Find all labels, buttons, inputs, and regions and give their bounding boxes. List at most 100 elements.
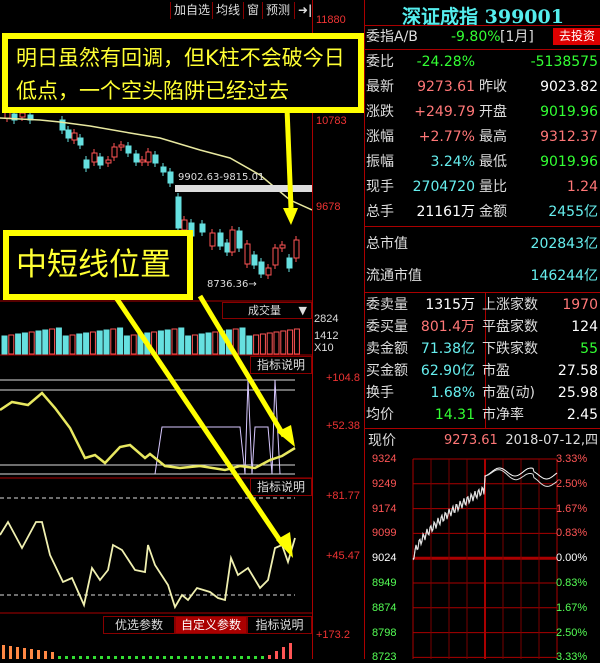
indicator3-bar	[268, 655, 271, 659]
volume-axis-label: 2824	[314, 313, 339, 325]
intraday-price-label: 9099	[372, 527, 397, 540]
chevron-down-icon: ▼	[298, 304, 307, 317]
total-cap-row: 总市值 202843亿	[366, 233, 600, 255]
candle	[125, 142, 132, 157]
volume-bar	[157, 330, 164, 355]
volume-bar	[151, 331, 158, 355]
quote-row: 卖金额 71.38亿 下跌家数 55	[366, 338, 600, 360]
quote-value: 2455亿	[548, 204, 598, 220]
intraday-price-label: 9324	[372, 453, 397, 465]
indicator3-bar	[233, 656, 236, 659]
low-label-wrap: 8736.36→	[207, 279, 257, 290]
candle	[251, 251, 258, 269]
current-price-label: 现价	[368, 433, 396, 449]
price-axis-label: 10783	[316, 115, 347, 127]
indicator1-axis-label: +104.8	[326, 372, 360, 384]
indicator3-bar	[65, 656, 68, 659]
candle	[83, 156, 90, 172]
quote-label: 委卖量	[366, 297, 408, 313]
quote-label: 平盘家数	[482, 319, 538, 335]
volume-bar	[219, 330, 226, 355]
indicator3-bar	[205, 656, 208, 659]
indicator2-help-button[interactable]: 指标说明	[250, 478, 312, 496]
volume-selector[interactable]: 成交量 ▼	[222, 302, 312, 319]
quote-label: 现手	[366, 179, 394, 195]
quote-label: 最新	[366, 79, 394, 95]
indicator3-help-button[interactable]: 指标说明	[247, 616, 312, 634]
volume-bar	[225, 329, 232, 355]
quote-value: 801.4万	[420, 319, 475, 335]
indicator3-axis-label: +173.2	[316, 629, 350, 641]
quote-label: 振幅	[366, 154, 394, 170]
quote-value: 2.45	[566, 407, 598, 423]
quote-label: 上涨家数	[482, 297, 538, 313]
quote-row: 振幅 3.24% 最低 9019.96	[366, 151, 600, 173]
indicator1-help-button[interactable]: 指标说明	[250, 356, 312, 374]
quote-label: 下跌家数	[482, 341, 538, 357]
candle	[209, 229, 216, 250]
custom-params-button[interactable]: 自定义参数	[175, 616, 247, 634]
intraday-price-label: 9024	[372, 552, 397, 565]
quote-value: 21161万	[416, 204, 475, 220]
exit-arrow-icon[interactable]: ➜|	[294, 2, 315, 19]
quote-value: -5138575	[530, 54, 598, 70]
volume-bar	[21, 332, 28, 355]
intraday-percent-label: 1.67%	[556, 502, 588, 515]
quote-label: 开盘	[479, 104, 507, 120]
candle	[111, 143, 118, 161]
intraday-price-label: 8874	[372, 601, 397, 614]
indicator3-bar	[30, 649, 33, 659]
indicator3-bar	[184, 656, 187, 659]
volume-bar	[253, 334, 260, 355]
candle	[175, 193, 182, 232]
indicator1-line	[0, 391, 296, 472]
volume-bar	[62, 335, 69, 355]
candle	[293, 236, 300, 262]
price-axis-label: 9678	[316, 201, 341, 213]
indicator3-bar	[156, 656, 159, 659]
window-button[interactable]: 窗	[243, 2, 262, 19]
indicator3-bar	[37, 650, 40, 659]
volume-bar	[171, 328, 178, 355]
add-watchlist-button[interactable]: 加自选	[170, 2, 213, 19]
quote-label: 委买量	[366, 319, 408, 335]
quote-value: 3.24%	[430, 154, 475, 170]
quote-value: 1315万	[425, 297, 475, 313]
quote-value: 2704720	[412, 179, 475, 195]
quote-label: 昨收	[479, 79, 507, 95]
volume-bar	[259, 333, 266, 355]
candle	[224, 239, 231, 256]
indicator3-bar	[275, 651, 278, 659]
indicator3-bar	[289, 643, 292, 659]
volume-bar	[117, 327, 124, 355]
candle	[145, 148, 152, 166]
candle	[71, 129, 78, 144]
volume-bar	[287, 329, 294, 355]
intraday-percent-label: 2.50%	[556, 626, 588, 639]
quote-row: 委卖量 1315万 上涨家数 1970	[366, 294, 600, 316]
intraday-percent-label: 3.33%	[556, 651, 588, 663]
indicator3-bar	[107, 656, 110, 659]
indicator3-bar	[128, 656, 131, 659]
quote-label: 金额	[479, 204, 507, 220]
volume-bar	[164, 329, 171, 355]
candle	[77, 134, 84, 149]
quote-value: 9312.37	[540, 129, 598, 145]
quote-row: 总手 21161万 金额 2455亿	[366, 201, 600, 223]
invest-button[interactable]: 去投资	[553, 28, 600, 45]
gap-band	[175, 185, 312, 192]
indicator2-axis-label: +45.47	[326, 550, 360, 562]
candle	[97, 153, 104, 169]
quote-row: 最新 9273.61 昨收 9023.82	[366, 76, 600, 98]
quote-row: 买金额 62.90亿 市盈 27.58	[366, 360, 600, 382]
quote-row: 涨幅 +2.77% 最高 9312.37	[366, 126, 600, 148]
volume-bar	[273, 331, 280, 355]
intraday-average-line	[412, 469, 558, 561]
volume-bar	[55, 327, 62, 355]
moving-average-button[interactable]: 均线	[212, 2, 243, 19]
intraday-percent-label: 0.83%	[556, 577, 588, 589]
preferred-params-button[interactable]: 优选参数	[103, 616, 175, 634]
forecast-button[interactable]: 预测	[262, 2, 293, 19]
candle	[118, 141, 125, 151]
moving-average-line	[0, 117, 312, 211]
